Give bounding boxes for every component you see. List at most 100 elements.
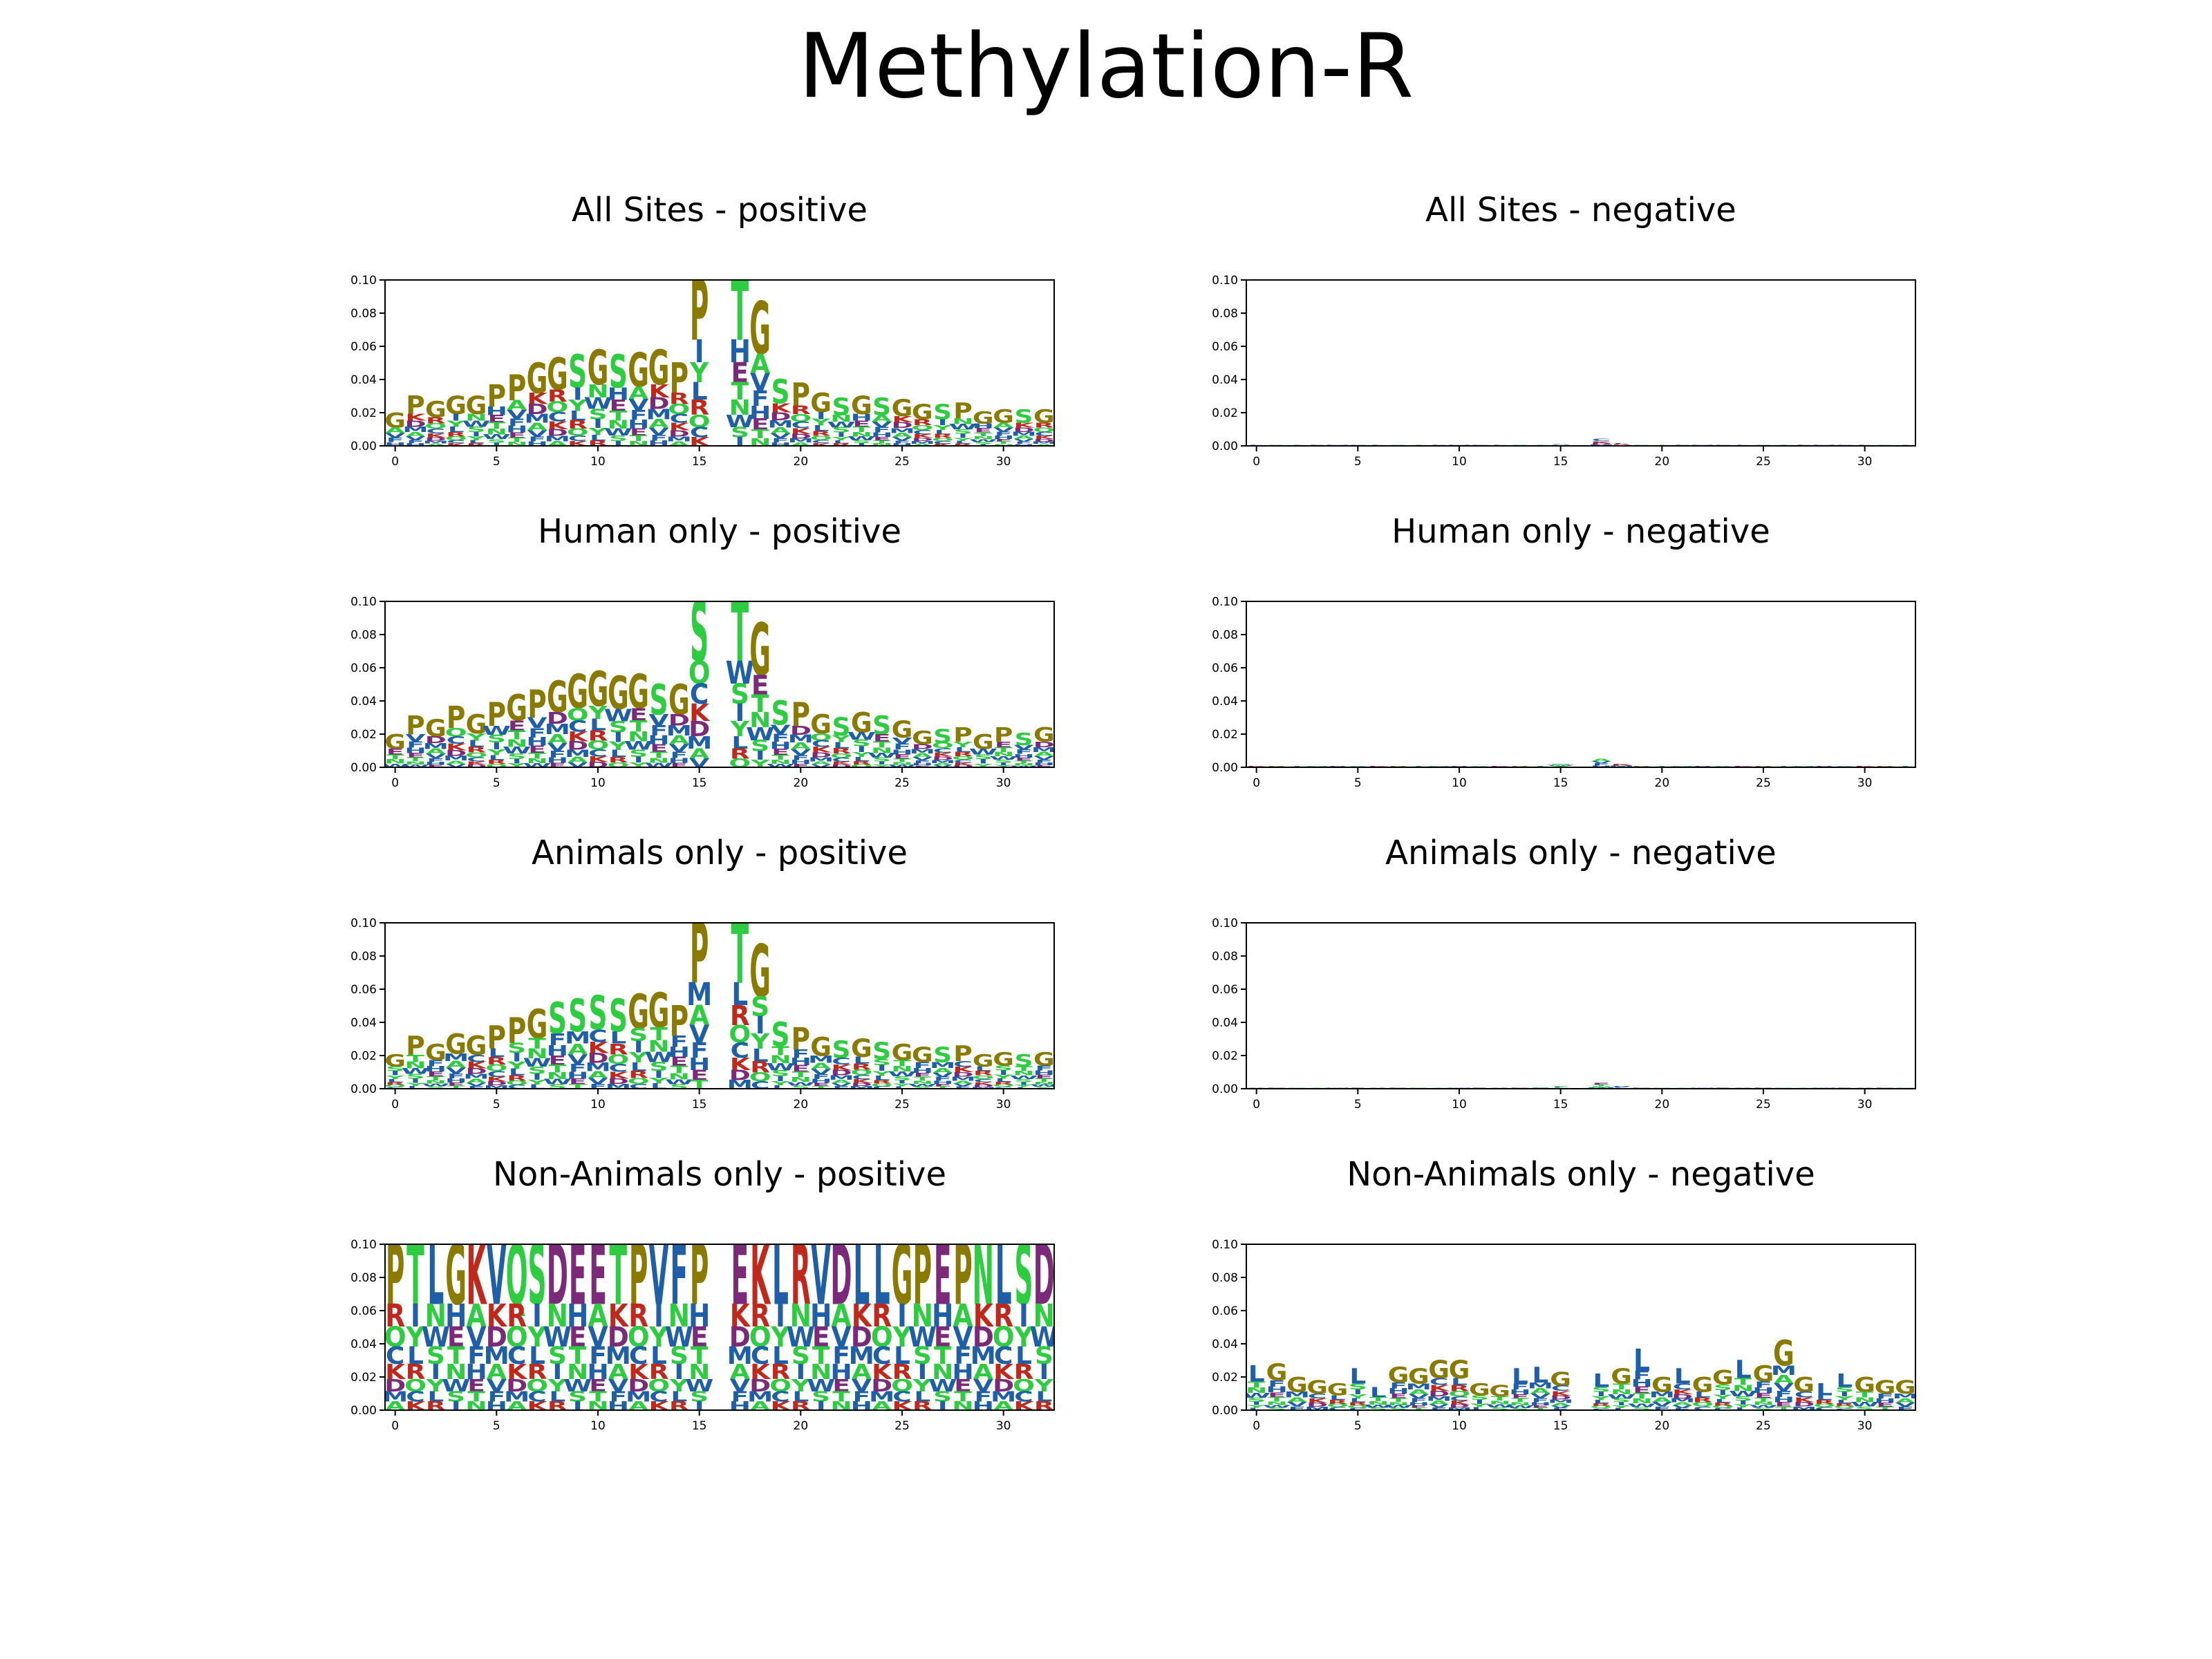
logo-letter-Q: Q xyxy=(1013,1375,1035,1396)
logo-letter-T: T xyxy=(650,1024,668,1045)
logo-letter-N: N xyxy=(912,1080,933,1085)
logo-letter-T: T xyxy=(1532,1407,1550,1411)
logo-letter-V: V xyxy=(770,432,791,440)
x-tick-label: 25 xyxy=(1756,455,1771,469)
logo-letter-Q: Q xyxy=(1611,444,1633,445)
logo-letter-G: G xyxy=(1033,1049,1055,1070)
logo-letter-F: F xyxy=(1674,1407,1691,1411)
logo-letter-F: F xyxy=(1674,445,1691,446)
logo-letter-E: E xyxy=(650,742,668,754)
logo-letter-Q: Q xyxy=(911,424,933,431)
logo-letter-E: E xyxy=(528,744,546,755)
logo-letter-E: E xyxy=(934,1228,952,1324)
logo-letter-S: S xyxy=(548,1341,567,1370)
logo-letter-W: W xyxy=(604,706,632,726)
logo-letter-S: S xyxy=(731,679,749,711)
logo-letter-Q: Q xyxy=(1347,1405,1369,1409)
logo-letter-Y: Y xyxy=(527,1079,547,1087)
logo-letter-K: K xyxy=(405,412,427,423)
logo-letter-T: T xyxy=(1410,445,1428,446)
logo-letter-R: R xyxy=(568,418,588,431)
logo-letter-E: E xyxy=(1532,1405,1550,1409)
logo-letter-A: A xyxy=(750,348,770,380)
logo-letter-T: T xyxy=(1775,445,1793,446)
logo-letter-W: W xyxy=(969,439,997,443)
logo-letter-I: I xyxy=(451,1399,461,1413)
x-tick-label: 15 xyxy=(692,1419,707,1433)
logo-letter-I: I xyxy=(856,744,866,754)
logo-letter-T: T xyxy=(1856,1390,1874,1399)
logo-letter-V: V xyxy=(588,1322,608,1353)
logo-letter-H: H xyxy=(425,1065,447,1074)
logo-letter-Q: Q xyxy=(506,1228,528,1324)
logo-letter-H: H xyxy=(445,1078,467,1084)
logo-letter-W: W xyxy=(381,762,409,768)
logo-letter-C: C xyxy=(1014,1389,1033,1405)
logo-letter-S: S xyxy=(872,1038,891,1065)
logo-letter-Q: Q xyxy=(749,1322,771,1353)
logo-letter-L: L xyxy=(407,1085,424,1089)
logo-letter-R: R xyxy=(1034,1399,1054,1413)
logo-letter-M: M xyxy=(1324,445,1350,446)
logo-letter-L: L xyxy=(610,748,626,759)
logo-letter-Y: Y xyxy=(608,740,628,753)
logo-letter-T: T xyxy=(610,1228,628,1324)
logo-letter-C: C xyxy=(1794,1390,1814,1399)
logo-letter-D: D xyxy=(608,1322,629,1353)
logo-letter-S: S xyxy=(487,438,506,444)
logo-letter-N: N xyxy=(404,761,426,766)
logo-letter-T: T xyxy=(1035,1078,1053,1083)
logo-letter-L: L xyxy=(1816,1394,1833,1401)
logo-letter-L: L xyxy=(1532,1363,1548,1388)
logo-letter-G: G xyxy=(628,986,649,1040)
logo-letter-K: K xyxy=(1490,766,1511,767)
logo-letter-I: I xyxy=(695,333,704,370)
logo-letter-V: V xyxy=(953,1083,973,1087)
logo-letter-H: H xyxy=(790,759,812,765)
logo-letter-V: V xyxy=(466,1322,486,1353)
logo-letter-E: E xyxy=(569,1077,587,1086)
logo-letter-Y: Y xyxy=(912,1375,932,1396)
logo-letter-A: A xyxy=(689,1000,709,1032)
logo-letter-S: S xyxy=(913,1086,932,1089)
logo-letter-A: A xyxy=(547,732,568,747)
logo-letter-N: N xyxy=(547,1297,568,1334)
logo-letter-L: L xyxy=(833,740,850,750)
logo-letter-N: N xyxy=(1266,1400,1287,1406)
logo-letter-E: E xyxy=(995,740,1013,749)
logo-letter-S: S xyxy=(791,1085,810,1089)
logo-letter-Q: Q xyxy=(1327,1403,1349,1409)
x-tick-label: 20 xyxy=(1655,455,1670,469)
logo-letter-F: F xyxy=(427,758,445,763)
logo-letter-H: H xyxy=(912,762,933,766)
logo-letter-L: L xyxy=(468,739,485,749)
logo-letter-W: W xyxy=(523,1056,551,1069)
logo-letter-Q: Q xyxy=(607,1052,629,1067)
logo-letter-K: K xyxy=(669,420,690,433)
logo-letter-Q: Q xyxy=(729,756,751,770)
logo-letter-V: V xyxy=(588,1076,608,1085)
logo-letter-T: T xyxy=(406,757,424,763)
logo-letter-M: M xyxy=(443,755,469,762)
logo-letter-M: M xyxy=(402,425,428,433)
logo-letter-F: F xyxy=(954,1341,972,1370)
logo-letter-N: N xyxy=(445,1360,467,1384)
logo-letter-V: V xyxy=(1550,1405,1571,1409)
logo-letter-D: D xyxy=(1033,740,1055,749)
logo-letter-H: H xyxy=(973,422,994,430)
logo-letter-Q: Q xyxy=(749,1070,771,1084)
logo-letter-I: I xyxy=(1292,766,1302,767)
logo-letter-M: M xyxy=(585,1060,610,1074)
logo-letter-N: N xyxy=(871,746,892,755)
logo-letter-N: N xyxy=(1671,766,1693,767)
logo-letter-D: D xyxy=(993,1375,1014,1396)
logo-letter-P: P xyxy=(953,1042,972,1067)
logo-letter-H: H xyxy=(384,441,406,447)
logo-letter-C: C xyxy=(568,434,588,443)
logo-letter-S: S xyxy=(1470,1394,1489,1401)
logo-letter-R: R xyxy=(1815,1399,1835,1405)
logo-letter-W: W xyxy=(543,1322,572,1353)
logo-letter-Y: Y xyxy=(953,740,973,749)
logo-letter-S: S xyxy=(1875,445,1894,446)
